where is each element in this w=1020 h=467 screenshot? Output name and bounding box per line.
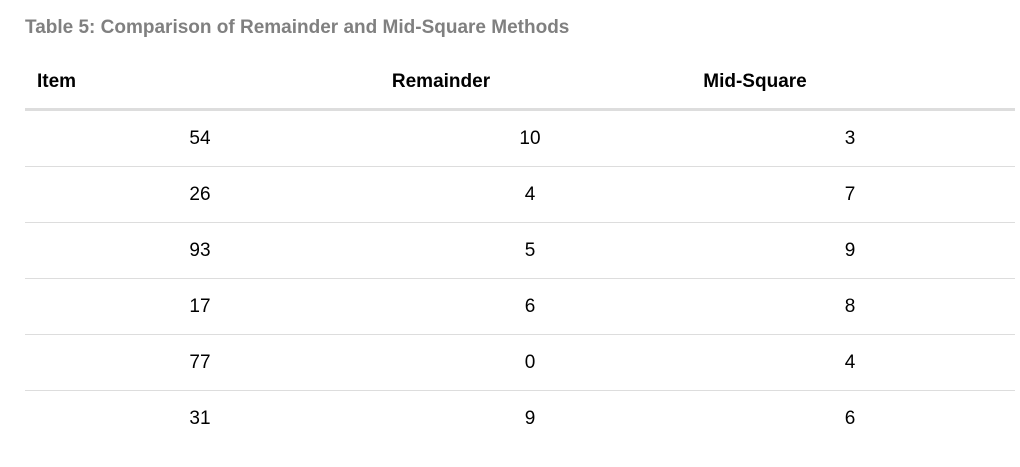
cell-item: 93: [189, 239, 211, 261]
table-row: 26 4 7: [25, 167, 1015, 223]
table-header-row: Item Remainder Mid-Square: [25, 55, 1015, 111]
cell-mid-square: 4: [844, 351, 856, 373]
table-row: 93 5 9: [25, 223, 1015, 279]
header-remainder: Remainder: [391, 70, 491, 92]
cell-remainder: 6: [524, 295, 536, 317]
table-row: 17 6 8: [25, 279, 1015, 335]
cell-mid-square: 6: [844, 407, 856, 429]
cell-item: 26: [189, 183, 211, 205]
cell-mid-square: 3: [844, 127, 856, 149]
cell-mid-square: 8: [844, 295, 856, 317]
cell-remainder: 5: [524, 239, 536, 261]
cell-remainder: 0: [524, 351, 536, 373]
table-row: 77 0 4: [25, 335, 1015, 391]
table-row: 31 9 6: [25, 391, 1015, 446]
cell-item: 31: [189, 407, 211, 429]
cell-mid-square: 7: [844, 183, 856, 205]
cell-remainder: 9: [524, 407, 536, 429]
cell-item: 17: [189, 295, 211, 317]
cell-item: 77: [189, 351, 211, 373]
table-caption: Table 5: Comparison of Remainder and Mid…: [25, 17, 570, 38]
header-mid-square: Mid-Square: [703, 70, 807, 92]
cell-remainder: 10: [519, 127, 541, 149]
cell-remainder: 4: [524, 183, 536, 205]
table-row: 54 10 3: [25, 111, 1015, 167]
cell-item: 54: [189, 127, 211, 149]
header-item: Item: [37, 70, 77, 92]
comparison-table: Item Remainder Mid-Square 54 10 3 26 4 7…: [25, 55, 1015, 446]
cell-mid-square: 9: [844, 239, 856, 261]
